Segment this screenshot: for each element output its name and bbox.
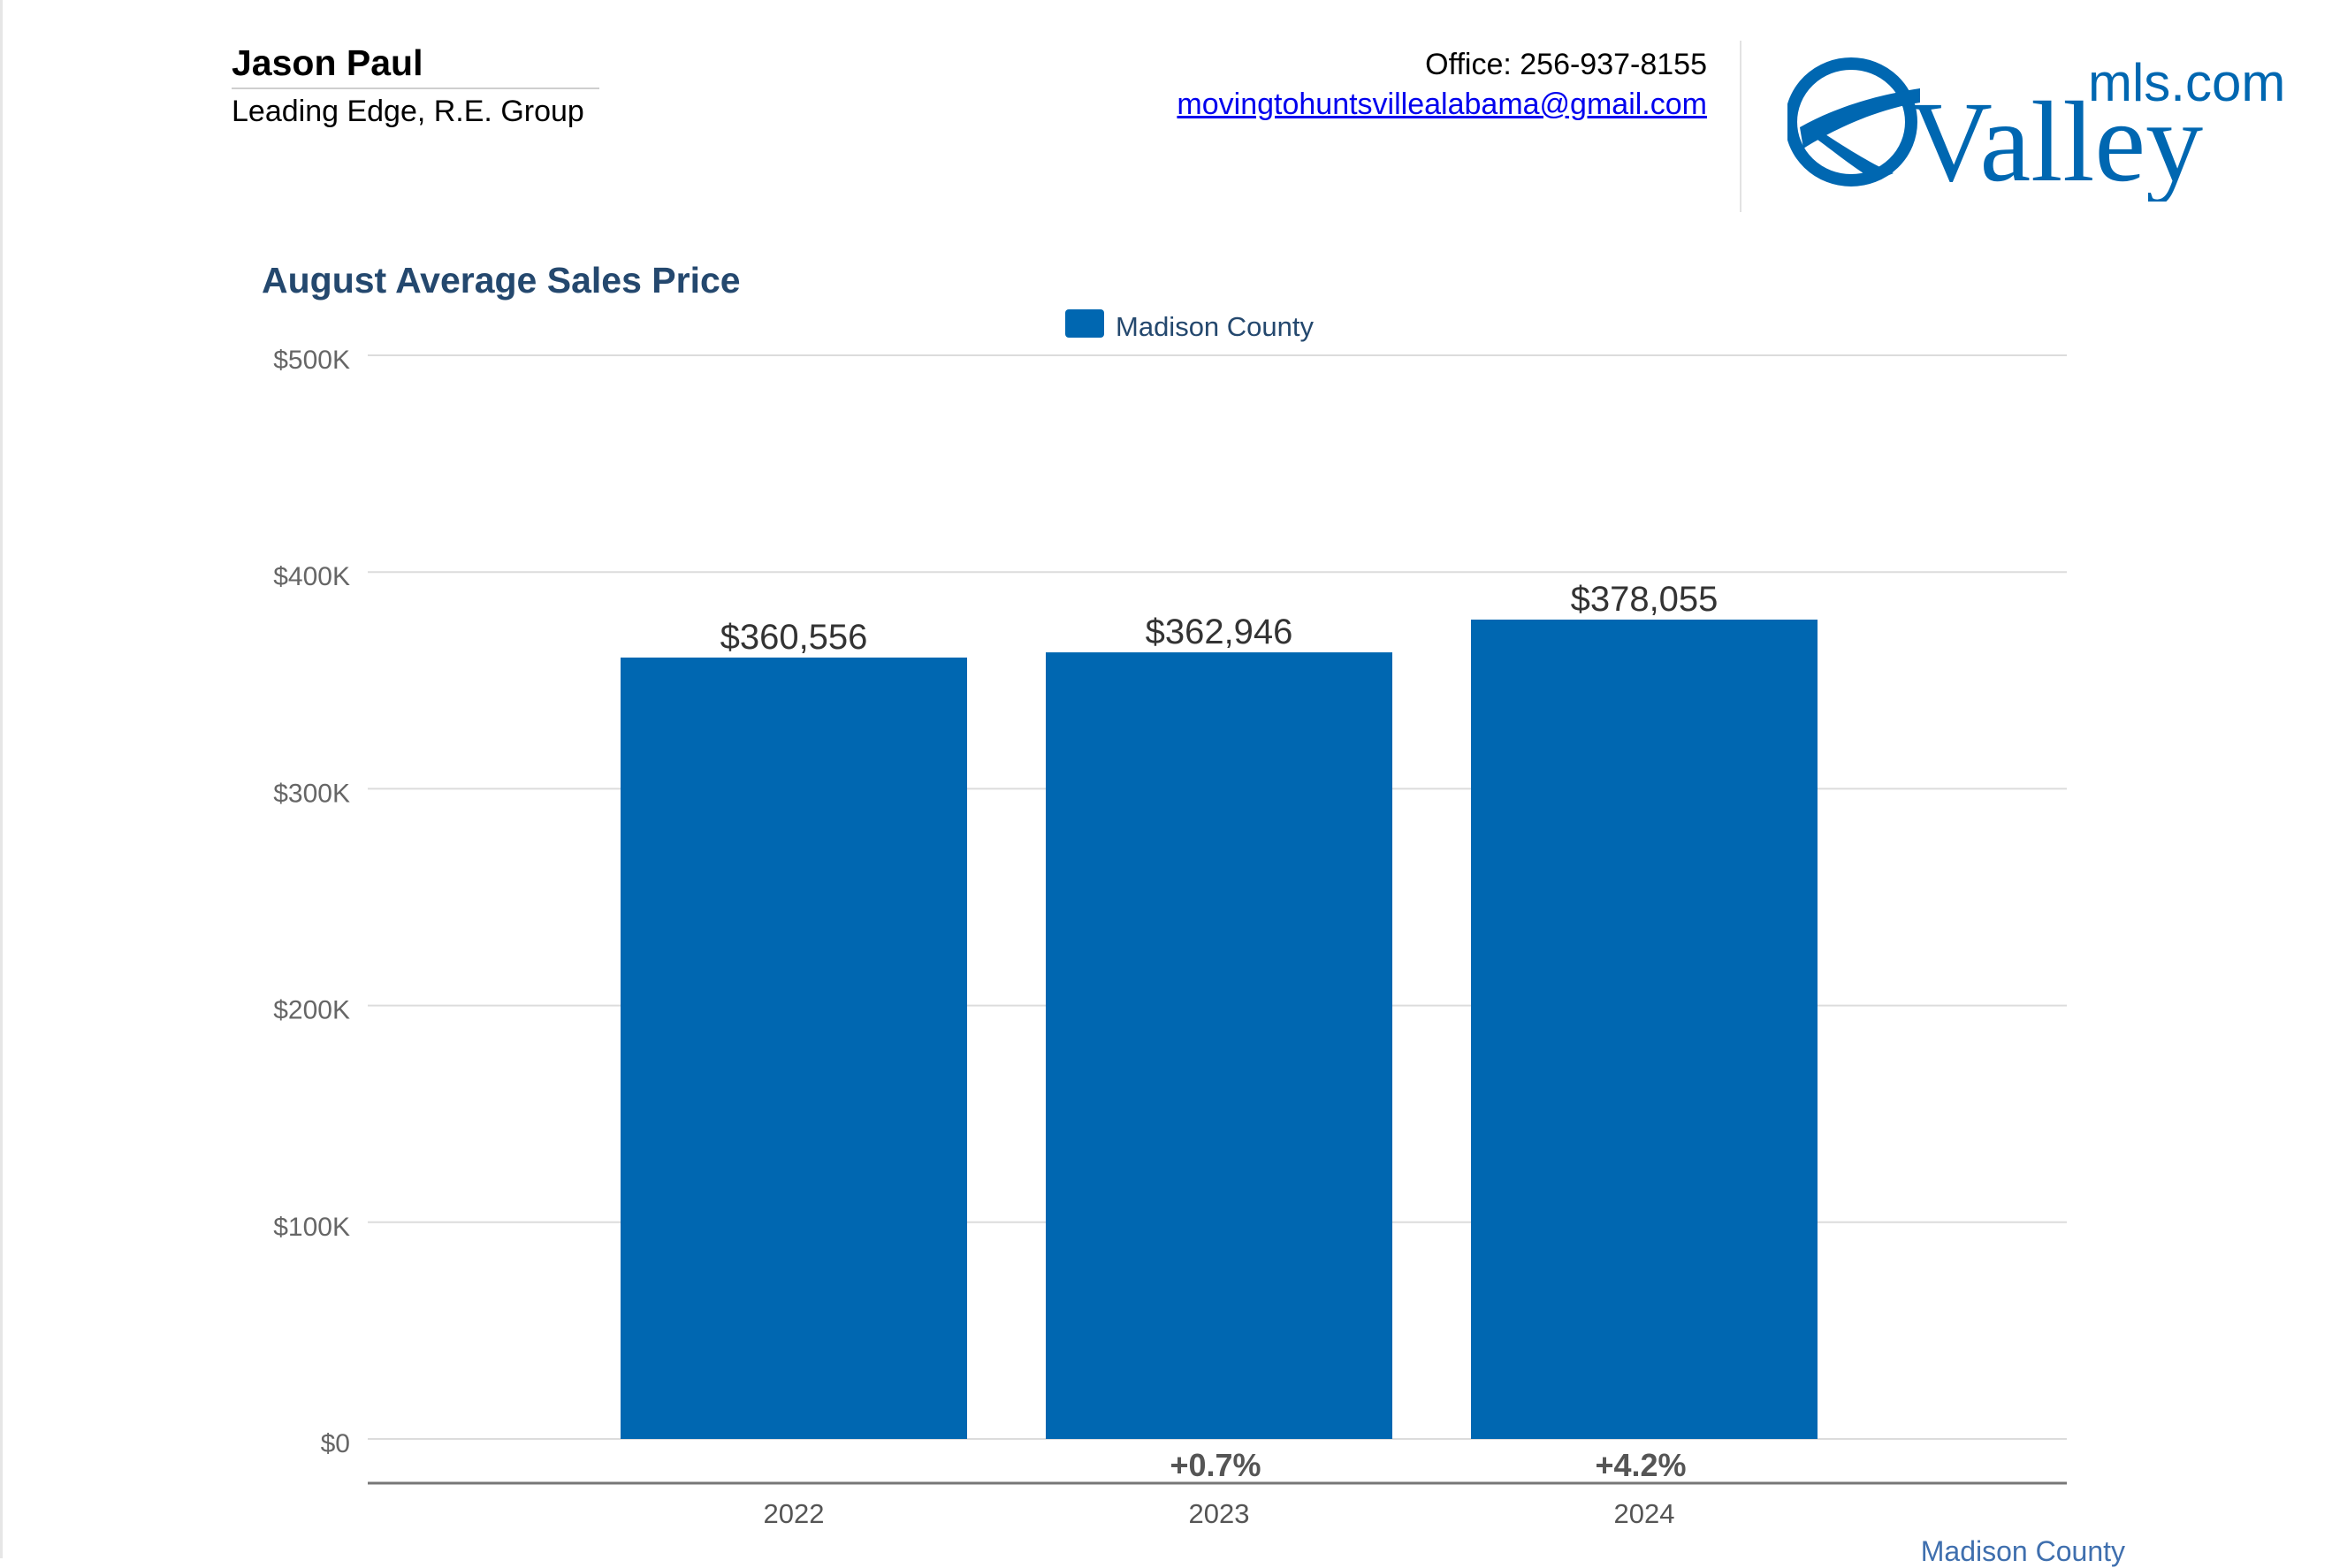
legend-label: Madison County [1116, 311, 1315, 342]
bar-value-label: $378,055 [1571, 580, 1719, 619]
percent-change-label: +0.7% [1170, 1447, 1261, 1483]
agent-company: Leading Edge, R.E. Group [232, 95, 584, 128]
x-tick-label: 2023 [1189, 1498, 1250, 1529]
x-tick-label: 2024 [1614, 1498, 1675, 1529]
footer-region-label: Madison County [1920, 1535, 2125, 1567]
y-tick-label: $400K [273, 562, 350, 591]
bar-value-label: $362,946 [1146, 613, 1293, 651]
y-tick-label: $100K [273, 1213, 350, 1242]
bar [1046, 652, 1392, 1439]
valleymls-logo: Valley mls.com [1787, 53, 2285, 202]
valleymls-wordmark: Valley [1909, 79, 2203, 202]
agent-name-divider [232, 88, 599, 89]
valleymls-swoosh-icon [1787, 57, 1920, 186]
office-phone: Office: 256-937-8155 [1425, 48, 1707, 81]
bar [1471, 620, 1818, 1439]
y-tick-label: $200K [273, 996, 350, 1025]
agent-name: Jason Paul [232, 42, 423, 83]
percent-change-label: +4.2% [1595, 1447, 1686, 1483]
header-divider [1740, 41, 1741, 212]
legend-swatch [1065, 309, 1104, 338]
chart-title: August Average Sales Price [262, 260, 741, 301]
x-tick-label: 2022 [764, 1498, 825, 1529]
y-tick-label: $500K [273, 346, 350, 375]
y-tick-label: $0 [321, 1429, 350, 1458]
page-left-border [0, 0, 3, 1558]
y-tick-label: $300K [273, 779, 350, 808]
bar-value-label: $360,556 [720, 618, 868, 657]
bar [621, 657, 967, 1439]
agent-email-link[interactable]: movingtohuntsvillealabama@gmail.com [1177, 88, 1707, 121]
valleymls-suffix: mls.com [2088, 53, 2285, 112]
